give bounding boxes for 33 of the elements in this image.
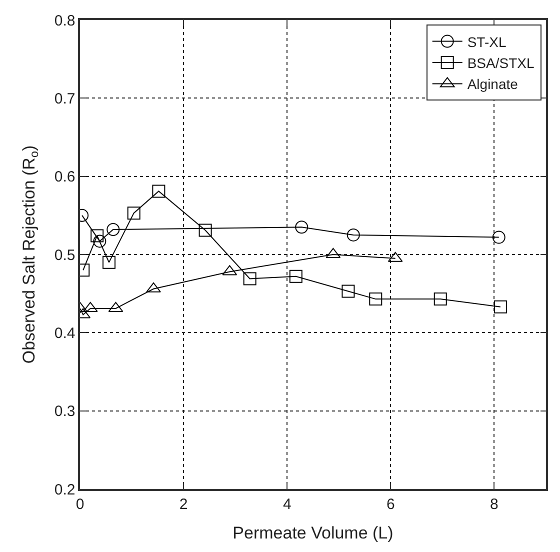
point (152, 184, 166, 198)
point (198, 224, 212, 237)
point (369, 292, 382, 306)
x-tick-label: 8 (490, 496, 498, 513)
x-tick-label: 0 (76, 496, 84, 513)
y-tick-label: 0.8 (54, 12, 76, 30)
y-tick-label: 0.7 (54, 90, 76, 108)
point (434, 292, 447, 306)
point (289, 270, 302, 283)
point (295, 220, 308, 234)
point (492, 230, 506, 244)
point (127, 206, 140, 220)
x-axis-title: Permeate Volume (L) (232, 524, 394, 543)
point (243, 272, 256, 286)
point (342, 284, 355, 298)
legend-label: Alginate (467, 76, 518, 92)
legend-label: ST-XL (467, 34, 506, 50)
point (494, 300, 507, 314)
y-tick-label: 0.2 (54, 481, 76, 498)
point (106, 222, 120, 236)
y-tick-label: 0.5 (54, 246, 76, 264)
point (146, 282, 161, 292)
point (102, 256, 116, 269)
y-tick-label: 0.6 (54, 168, 76, 186)
x-tick-label: 6 (386, 496, 395, 513)
x-tick-label: 2 (179, 496, 188, 513)
point (90, 229, 104, 242)
y-tick-label: 0.3 (54, 403, 76, 420)
point (346, 228, 360, 242)
legend-label: BSA/STXL (467, 54, 534, 71)
y-tick-label: 0.4 (54, 324, 76, 342)
point (93, 234, 106, 248)
x-tick-label: 4 (282, 496, 292, 513)
